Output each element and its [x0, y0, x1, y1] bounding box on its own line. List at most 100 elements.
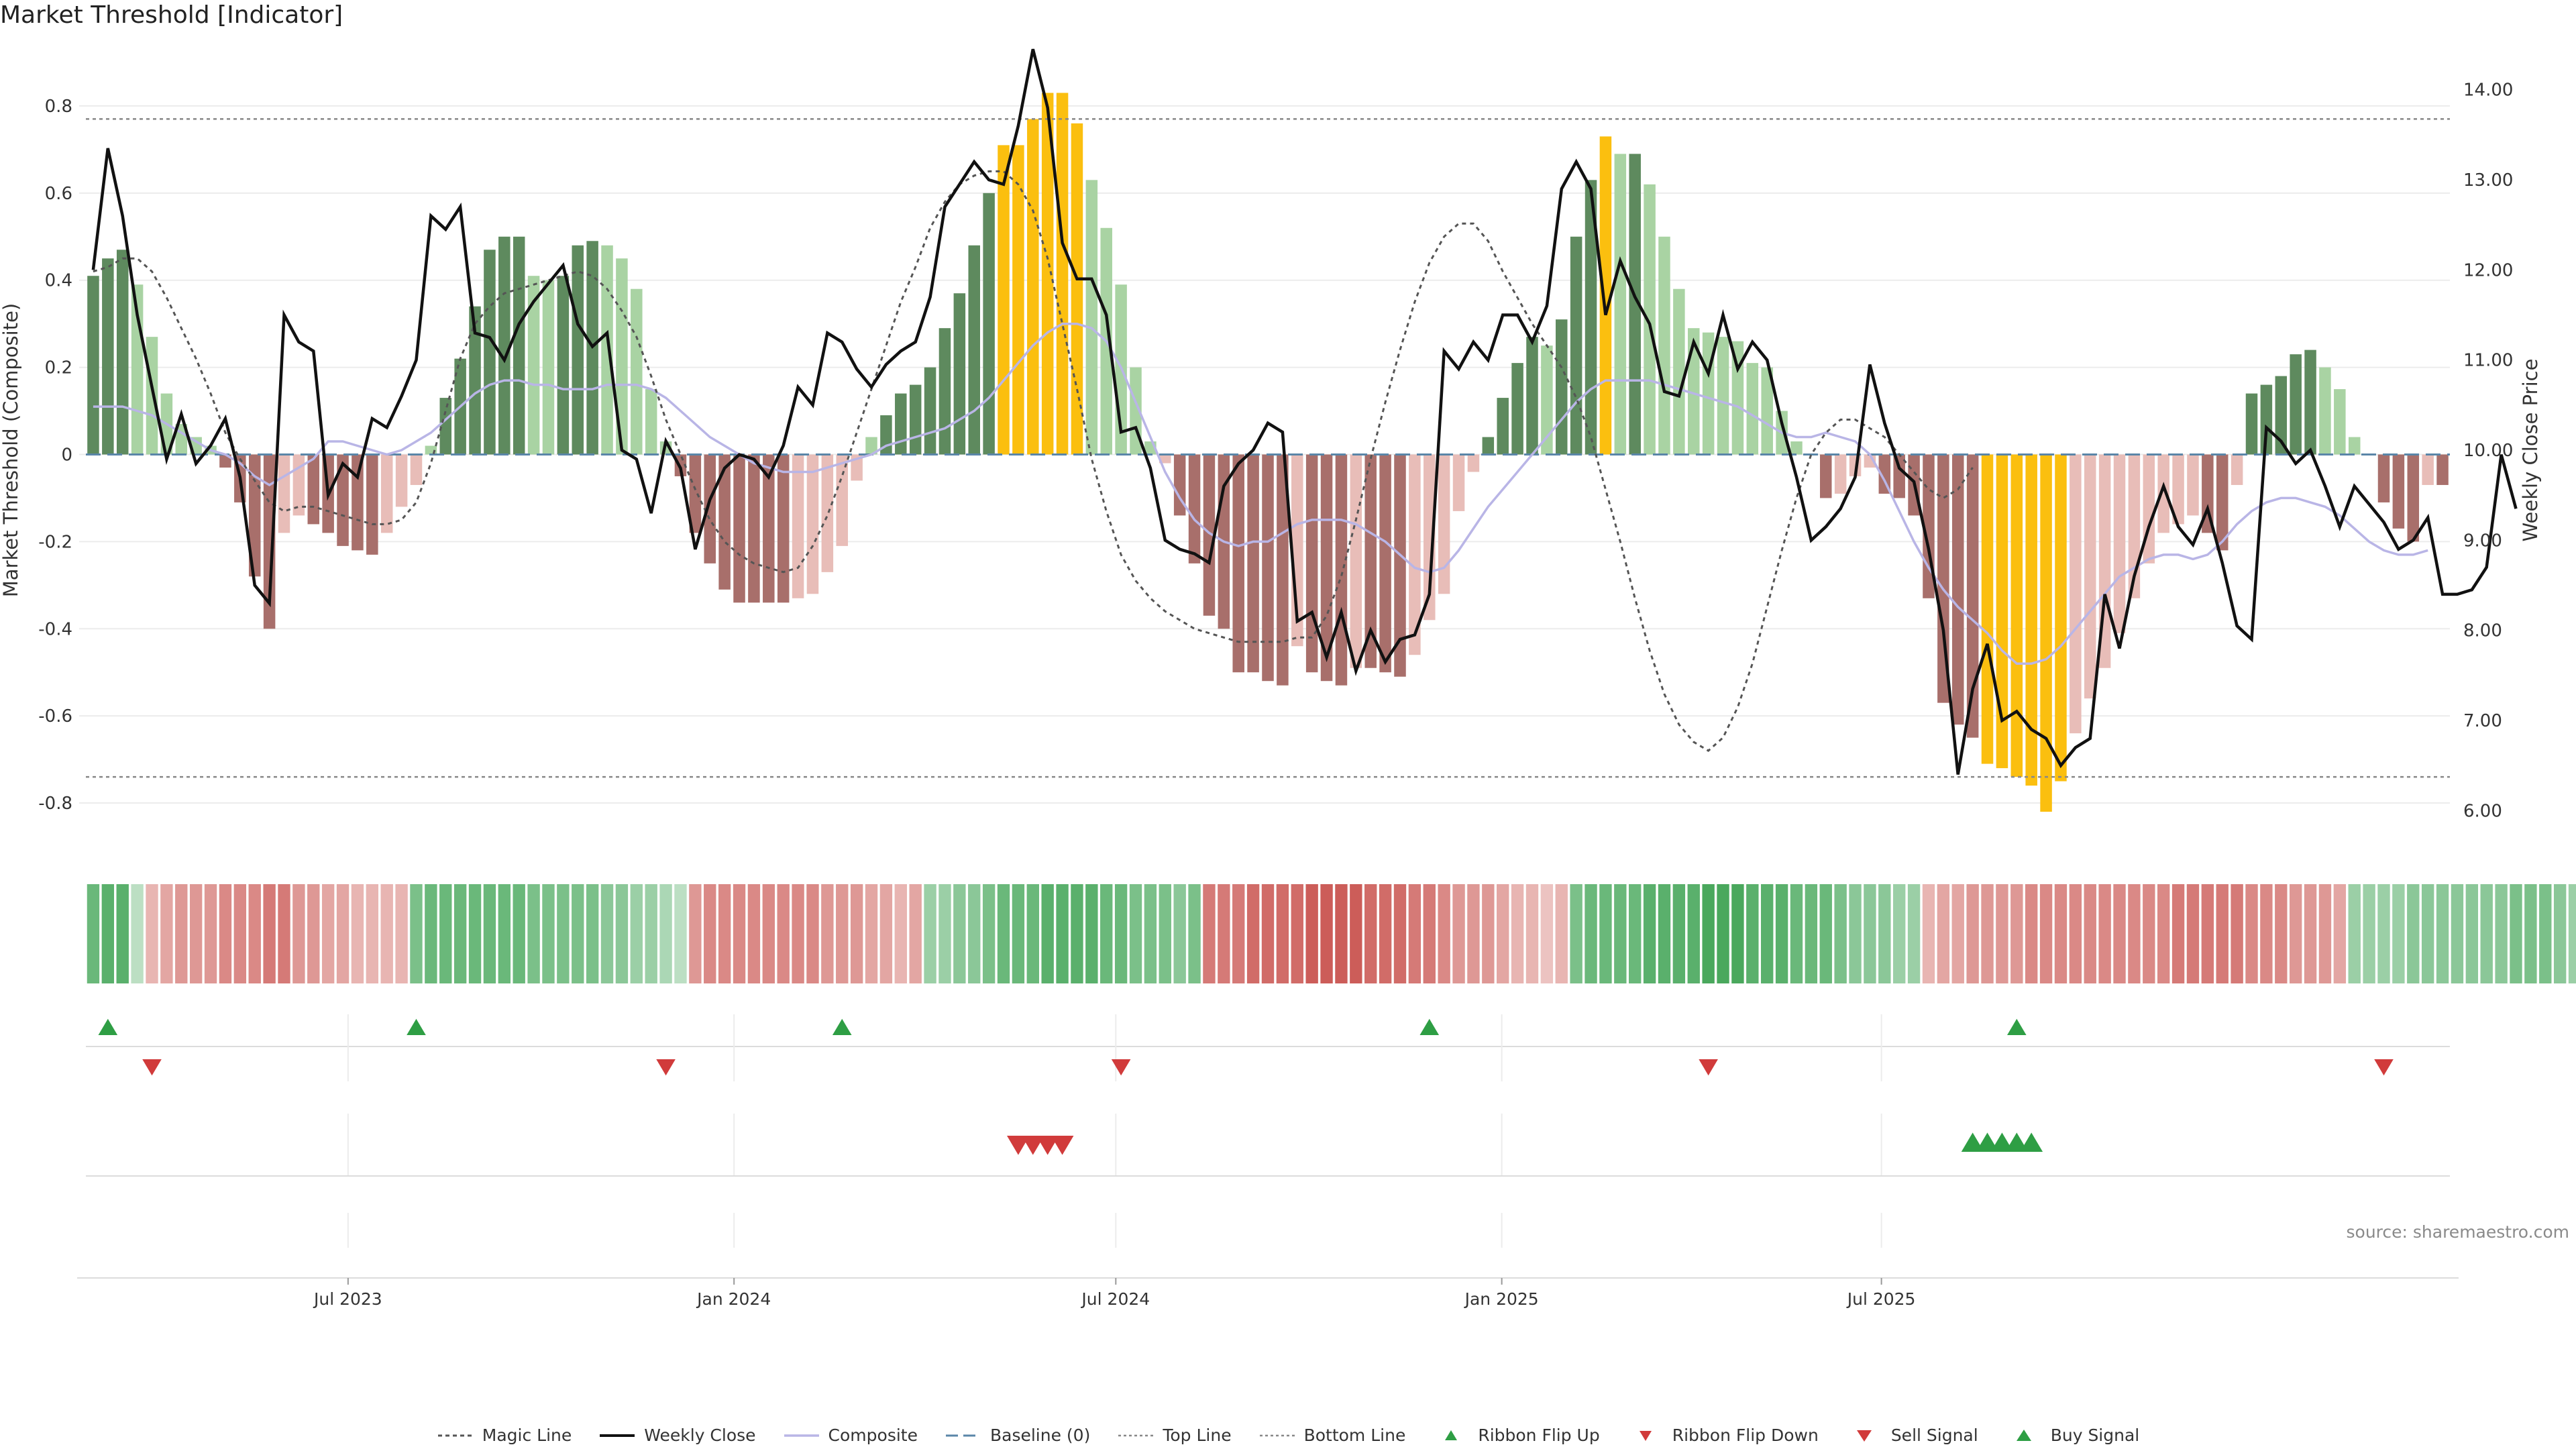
ribbon-cell — [1614, 884, 1627, 983]
legend-item: Ribbon Flip Down — [1627, 1426, 1819, 1445]
threshold-bar — [806, 454, 819, 594]
ribbon-cell — [307, 884, 320, 983]
ribbon-cell — [894, 884, 907, 983]
threshold-bar — [645, 389, 657, 455]
legend-item: Bottom Line — [1258, 1426, 1405, 1445]
ribbon-cell — [2113, 884, 2126, 983]
threshold-bar — [1878, 454, 1891, 494]
buy-signal-icon — [2016, 1429, 2031, 1441]
threshold-bar — [1335, 454, 1348, 686]
ribbon-cell — [175, 884, 188, 983]
ribbon-strip — [87, 884, 2576, 983]
threshold-bar — [1159, 454, 1171, 464]
ribbon-cell — [1218, 884, 1230, 983]
ribbon-cell — [336, 884, 350, 983]
ribbon-cell — [87, 884, 100, 983]
threshold-bar — [1541, 345, 1553, 455]
threshold-bar — [484, 250, 496, 455]
ribbon-cell — [160, 884, 173, 983]
ribbon-cell — [219, 884, 232, 983]
ribbon-cell — [733, 884, 746, 983]
threshold-bars — [87, 93, 2449, 812]
ribbon-cell — [366, 884, 379, 983]
lines-layer — [86, 48, 2518, 778]
ribbon-cell — [968, 884, 981, 983]
ribbon-cell — [101, 884, 115, 983]
threshold-bar — [689, 454, 702, 533]
ribbon-cell — [2143, 884, 2155, 983]
weekly-close-line — [91, 48, 2518, 775]
threshold-bar — [2172, 454, 2184, 525]
ribbon-cell — [2553, 884, 2567, 983]
threshold-bar — [1277, 454, 1289, 686]
ribbon-flip-up-marker — [832, 1018, 852, 1035]
ribbon-cell — [527, 884, 540, 983]
ribbon-flip-down-marker — [1111, 1059, 1131, 1076]
buy-signal-marker — [1990, 1132, 2014, 1152]
ribbon-cell — [1687, 884, 1700, 983]
legend-item: Baseline (0) — [945, 1426, 1090, 1445]
ribbon-cell — [2348, 884, 2361, 983]
ribbon-cell — [1540, 884, 1554, 983]
y-right-tick-label: 9.00 — [2463, 531, 2502, 551]
magic-line — [93, 170, 1974, 752]
threshold-bar — [953, 293, 966, 455]
x-tick-label: Jul 2025 — [1846, 1289, 1916, 1309]
threshold-bar — [777, 454, 790, 603]
ribbon-cell — [659, 884, 672, 983]
threshold-bar — [1305, 454, 1318, 673]
y-right-tick-label: 6.00 — [2463, 801, 2502, 821]
threshold-bar — [1599, 136, 1612, 455]
ribbon-cell — [1907, 884, 1921, 983]
ribbon-cell — [395, 884, 408, 983]
threshold-bar — [2055, 454, 2067, 782]
threshold-bar — [1071, 123, 1083, 455]
ribbon-cell — [1467, 884, 1480, 983]
threshold-bar — [1320, 454, 1333, 682]
x-tick-label: Jul 2023 — [313, 1289, 382, 1309]
ribbon-cell — [453, 884, 467, 983]
ribbon-cell — [821, 884, 834, 983]
ribbon-cell — [924, 884, 936, 983]
ribbon-cell — [1996, 884, 2008, 983]
ribbon-cell — [1672, 884, 1686, 983]
threshold-bar — [616, 258, 628, 455]
ribbon-cell — [1246, 884, 1260, 983]
ribbon-flip-down-marker — [142, 1059, 162, 1076]
ribbon-cell — [1393, 884, 1407, 983]
threshold-bar — [938, 328, 951, 455]
ribbon-cell — [2363, 884, 2375, 983]
threshold-bar — [1511, 363, 1523, 455]
threshold-bar — [2187, 454, 2199, 516]
ribbon-flip-down-marker — [656, 1059, 676, 1076]
legend-label: Weekly Close — [644, 1426, 756, 1445]
ribbon-cell — [1408, 884, 1421, 983]
ribbon-cell — [1129, 884, 1142, 983]
ribbon-cell — [1085, 884, 1098, 983]
ribbon-cell — [1452, 884, 1465, 983]
threshold-bar — [1350, 454, 1362, 668]
ribbon-cell — [2524, 884, 2537, 983]
ribbon-cell — [1276, 884, 1289, 983]
ribbon-cell — [879, 884, 893, 983]
ribbon-cell — [1790, 884, 1803, 983]
ribbon-cell — [2054, 884, 2068, 983]
threshold-bar — [1746, 363, 1759, 455]
legend-item: Sell Signal — [1845, 1426, 1978, 1445]
threshold-bar — [968, 245, 980, 455]
ribbon-cell — [792, 884, 804, 983]
source-note: source: sharemaestro.com — [2346, 1222, 2570, 1242]
threshold-bar — [1996, 454, 2008, 769]
x-tick-label: Jan 2025 — [1464, 1289, 1539, 1309]
ribbon-cell — [1599, 884, 1612, 983]
ribbon-cell — [1805, 884, 1818, 983]
ribbon-cell — [1525, 884, 1539, 983]
ribbon-cell — [1643, 884, 1656, 983]
sell-signal-marker — [1051, 1136, 1074, 1155]
ribbon-cell — [2568, 884, 2576, 983]
threshold-bar — [87, 276, 99, 455]
ribbon-cell — [2275, 884, 2288, 983]
ribbon-cell — [1173, 884, 1186, 983]
ribbon-cell — [997, 884, 1010, 983]
ribbon-cell — [1497, 884, 1509, 983]
